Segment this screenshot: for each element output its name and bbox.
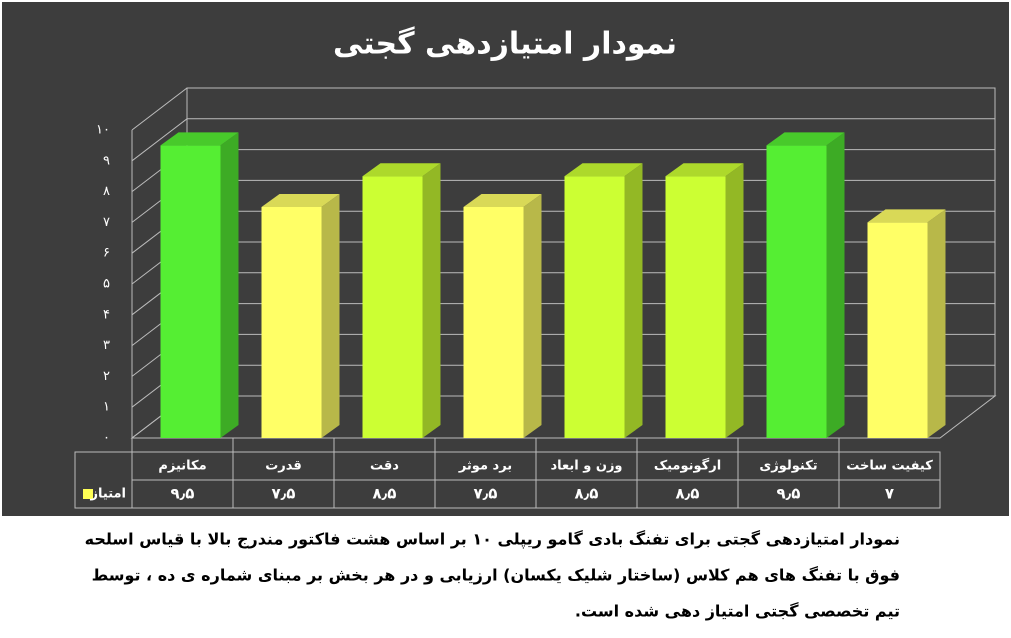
bar-side — [321, 194, 340, 438]
legend-key — [83, 489, 93, 499]
chart-title: نمودار امتیازدهی گجتی — [333, 26, 677, 62]
bar — [362, 176, 423, 438]
x-tick-label: وزن و ابعاد — [550, 459, 622, 474]
bar-side — [220, 132, 239, 438]
bar-top — [261, 194, 340, 207]
x-tick-label: کیفیت ساخت — [846, 459, 933, 474]
bar-side — [624, 163, 643, 438]
bar — [564, 176, 625, 438]
bar-top — [867, 209, 946, 223]
bar — [160, 145, 221, 438]
caption-line: فوق با تفنگ های هم کلاس (ساختار شلیک یکس… — [92, 566, 900, 585]
bar-side — [523, 194, 542, 438]
x-tick-label: برد موثر — [458, 459, 512, 474]
value-label: ۸٫۵ — [373, 485, 397, 503]
grid-line — [131, 87, 995, 131]
x-tick-label: مکانیزم — [158, 459, 206, 474]
value-label: ۹٫۵ — [171, 485, 195, 503]
x-tick-label: ارگونومیک — [654, 458, 721, 474]
bar-side — [927, 209, 946, 438]
bar-side — [422, 163, 441, 438]
value-label: ۸٫۵ — [676, 485, 700, 503]
bar-top — [665, 163, 744, 177]
bar-top — [766, 132, 845, 146]
bar — [867, 222, 928, 438]
x-tick-label: دقت — [370, 459, 399, 474]
value-label: ۷ — [885, 485, 894, 503]
x-tick-label: تکنولوژی — [759, 459, 817, 474]
caption-line: نمودار امتیازدهی گجتی برای تفنگ بادی گام… — [85, 530, 900, 550]
bar — [766, 145, 827, 438]
y-tick-label: ۹ — [103, 153, 110, 168]
bar-top — [160, 132, 239, 146]
grid-line — [131, 118, 995, 162]
y-tick-label: ۲ — [103, 369, 110, 384]
y-tick-label: ۱ — [103, 400, 110, 415]
y-tick-label: ۳ — [103, 338, 110, 353]
y-tick-label: ۱۰ — [96, 123, 110, 138]
x-tick-label: قدرت — [265, 459, 302, 474]
bar — [261, 207, 322, 438]
bar-side — [826, 132, 845, 438]
bar — [665, 176, 726, 438]
legend-label: امتیاز — [90, 487, 126, 502]
y-tick-label: ۷ — [103, 215, 110, 230]
value-label: ۹٫۵ — [777, 485, 801, 503]
value-label: ۷٫۵ — [474, 485, 498, 503]
bar — [463, 207, 524, 438]
y-tick-label: ۴ — [103, 307, 110, 322]
y-tick-label: ۵ — [103, 277, 110, 292]
bar-top — [362, 163, 441, 177]
bar-top — [564, 163, 643, 177]
value-label: ۷٫۵ — [272, 485, 296, 503]
value-label: ۸٫۵ — [575, 485, 599, 503]
y-tick-label: ۸ — [103, 184, 110, 199]
bar-top — [463, 194, 542, 207]
y-tick-label: ۰ — [103, 431, 110, 446]
bar-side — [725, 163, 744, 438]
y-tick-label: ۶ — [103, 246, 110, 261]
caption-line: تیم تخصصی گجتی امتیاز دهی شده است. — [575, 602, 900, 621]
